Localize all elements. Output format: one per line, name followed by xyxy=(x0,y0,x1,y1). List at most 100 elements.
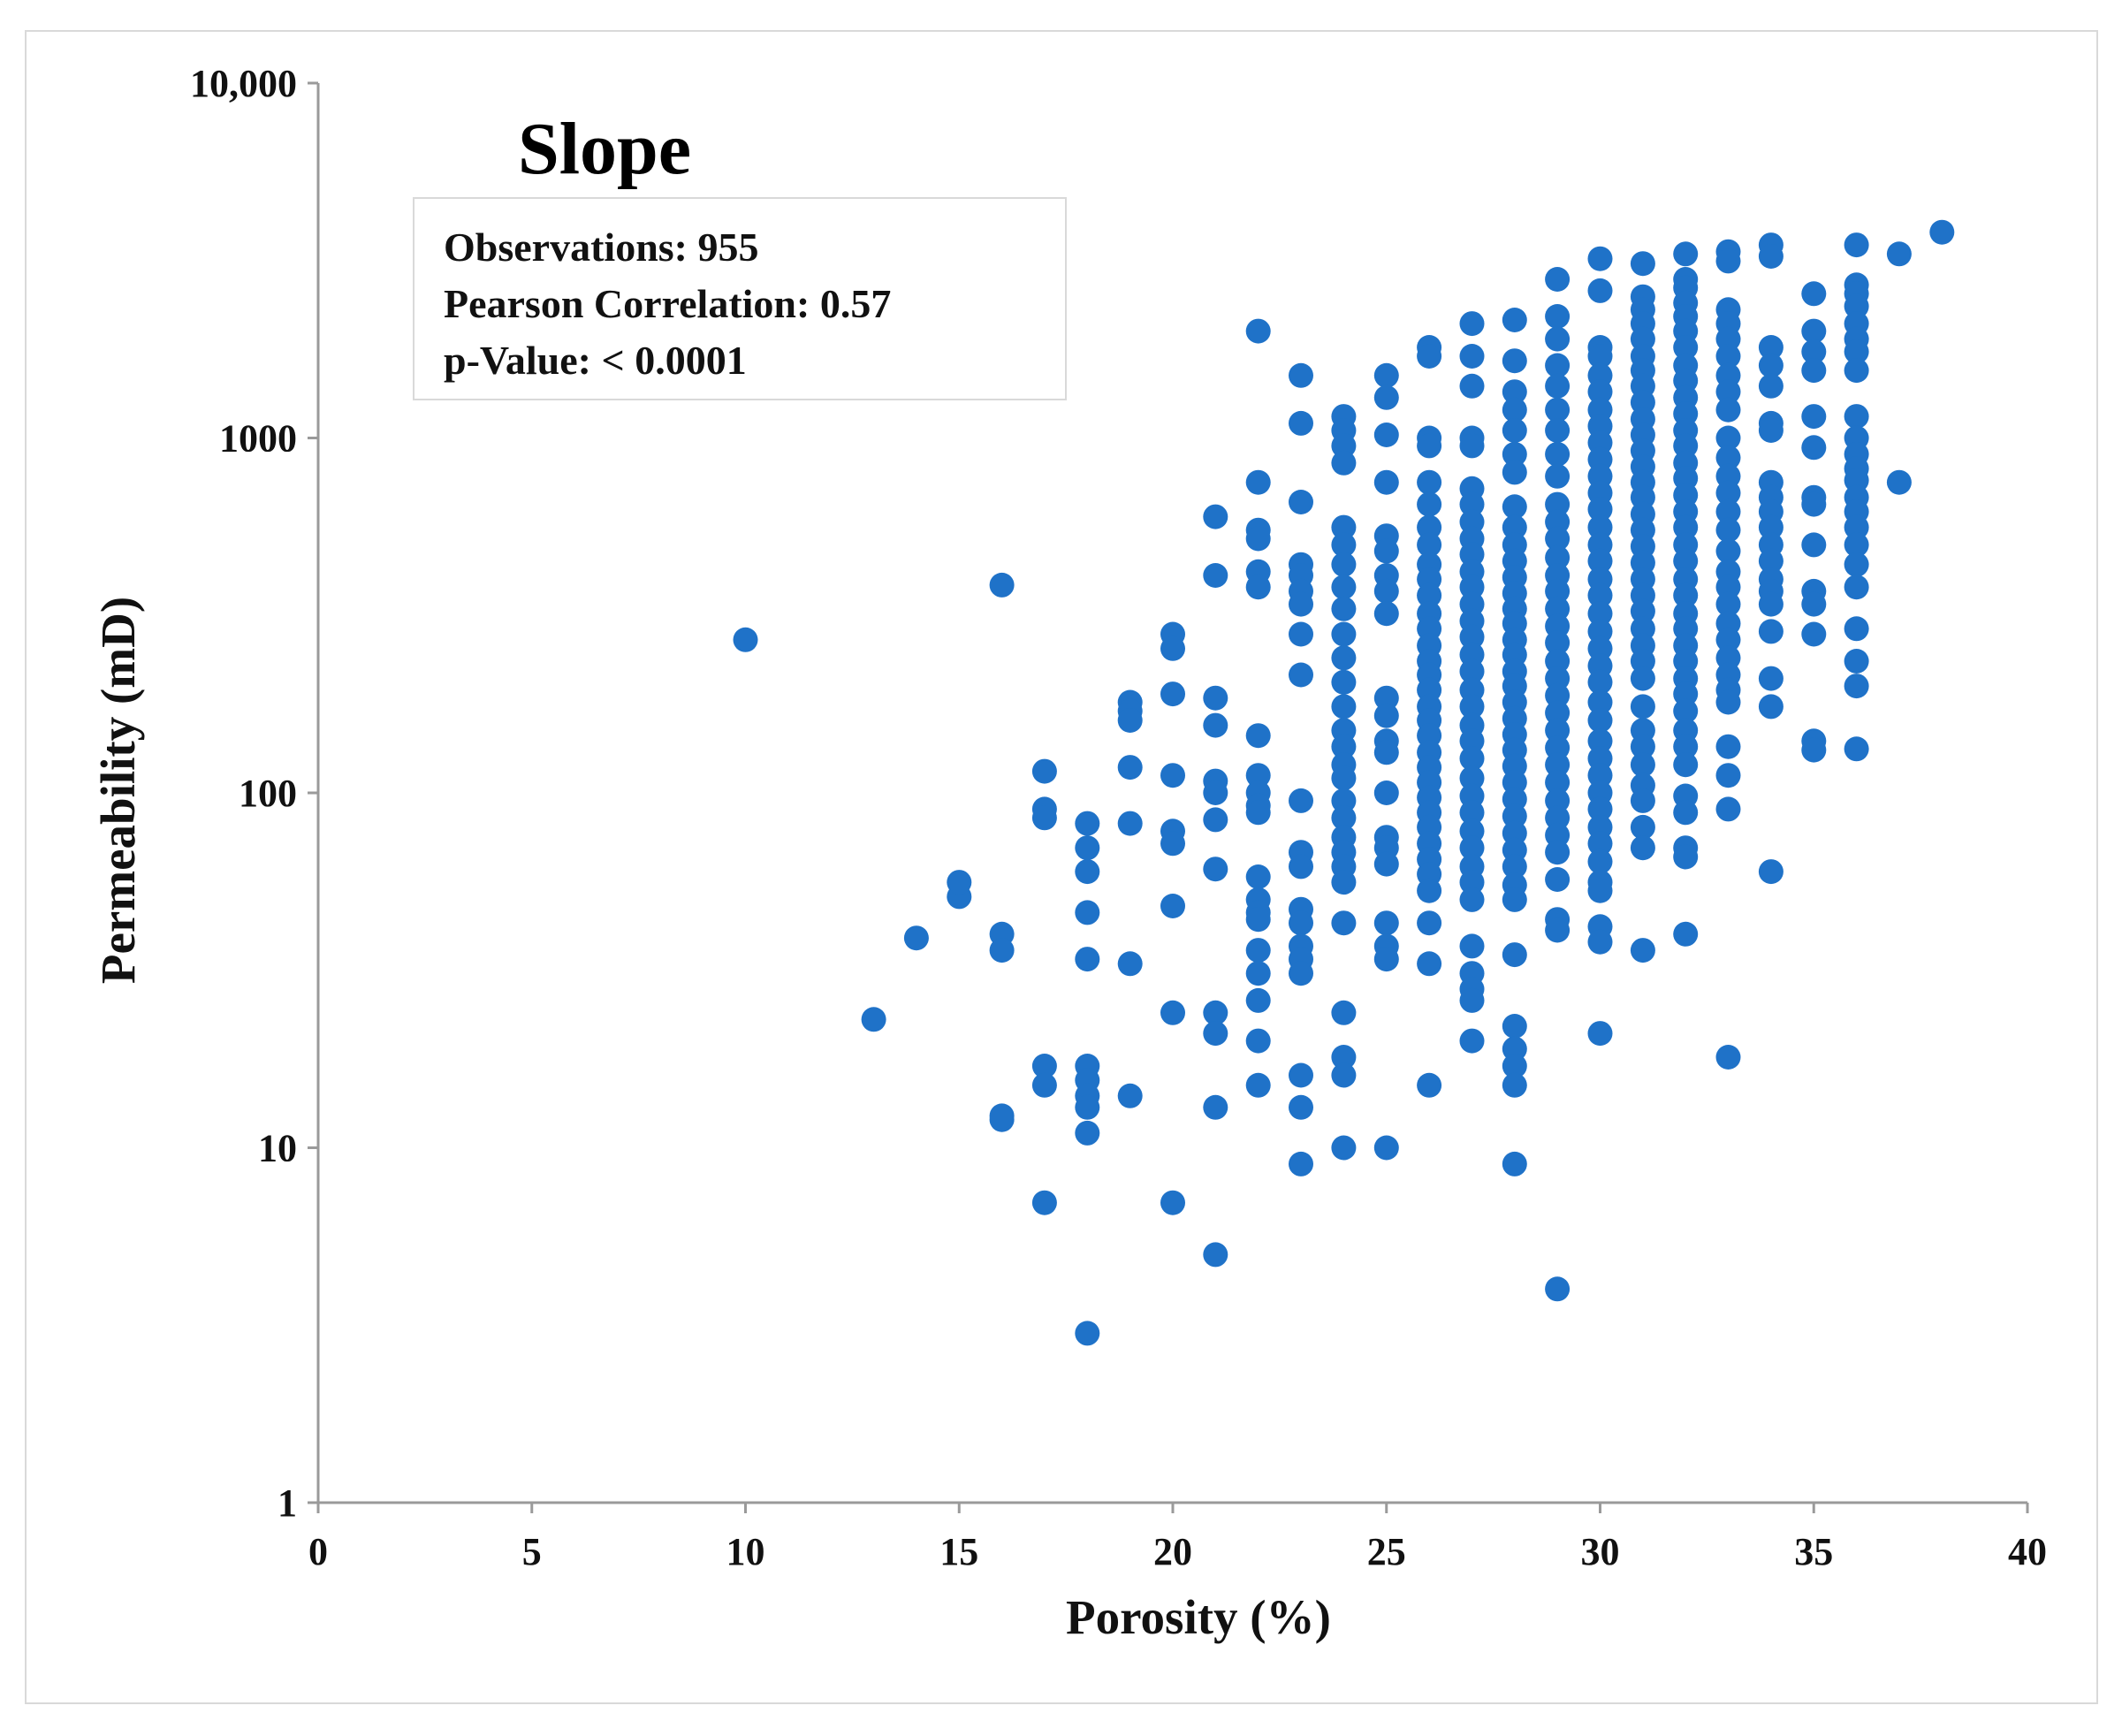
data-point xyxy=(1459,542,1485,567)
data-point xyxy=(1203,780,1228,805)
data-point xyxy=(1289,621,1313,647)
data-point xyxy=(1373,780,1399,805)
data-point xyxy=(1373,703,1399,728)
data-point xyxy=(1459,933,1485,959)
data-point xyxy=(1673,921,1699,947)
data-point xyxy=(1587,929,1613,955)
data-point xyxy=(1844,674,1869,699)
data-point xyxy=(1545,752,1571,778)
data-point xyxy=(1373,385,1399,410)
data-point xyxy=(1245,469,1271,495)
data-point xyxy=(1245,1072,1271,1098)
data-point xyxy=(1459,746,1485,772)
y-axis-title: Permeability (mD) xyxy=(91,597,145,984)
data-point xyxy=(1331,734,1357,759)
data-point xyxy=(1373,423,1399,447)
data-point xyxy=(1673,698,1699,724)
data-point xyxy=(1545,867,1571,892)
data-point xyxy=(1459,835,1485,861)
data-point xyxy=(1031,805,1057,831)
data-point xyxy=(1373,851,1399,877)
data-point xyxy=(1587,831,1613,857)
data-point xyxy=(1031,758,1057,784)
data-point xyxy=(1886,241,1912,267)
data-point xyxy=(1545,304,1571,329)
data-point xyxy=(1715,763,1741,788)
data-points xyxy=(733,219,1955,1346)
ticks: 1 10 100 1000 10,000 0 5 10 15 20 25 30 35 40 xyxy=(190,62,2047,1573)
data-point xyxy=(1331,645,1357,671)
data-point xyxy=(1587,278,1613,303)
data-point xyxy=(1245,938,1271,963)
data-point xyxy=(1844,616,1869,642)
data-point xyxy=(1245,1028,1271,1054)
data-point xyxy=(1587,689,1613,715)
data-point xyxy=(1160,763,1185,788)
data-point xyxy=(1715,326,1741,352)
data-point xyxy=(1373,740,1399,765)
data-point xyxy=(1331,450,1357,476)
x-axis-title: Porosity (%) xyxy=(1066,1590,1331,1644)
stats-p-value: p-Value: < 0.0001 xyxy=(444,338,747,383)
data-point xyxy=(1160,1190,1185,1215)
data-point xyxy=(1289,788,1313,813)
data-point xyxy=(1587,728,1613,754)
data-point xyxy=(1459,373,1485,399)
data-point xyxy=(1801,491,1827,517)
data-point xyxy=(1117,755,1143,780)
data-point xyxy=(1587,344,1613,369)
data-point xyxy=(1417,582,1442,608)
data-point xyxy=(1331,669,1357,695)
y-tick-label: 100 xyxy=(239,772,297,815)
data-point xyxy=(1587,548,1613,574)
data-point xyxy=(1587,497,1613,522)
data-point xyxy=(1075,859,1100,885)
data-point xyxy=(1373,910,1399,936)
data-point xyxy=(1673,514,1699,540)
data-point xyxy=(1289,410,1313,436)
data-point xyxy=(1758,548,1784,574)
data-point xyxy=(1844,339,1869,364)
data-point xyxy=(1203,712,1228,738)
data-point xyxy=(1245,526,1271,552)
data-point xyxy=(1245,723,1271,749)
stats-observations: Observations: 955 xyxy=(444,225,759,270)
data-point xyxy=(1331,870,1357,895)
data-point xyxy=(1459,491,1485,517)
data-point xyxy=(1075,1094,1100,1120)
data-point xyxy=(1758,353,1784,378)
data-point xyxy=(1673,241,1699,267)
data-point xyxy=(1203,807,1228,833)
data-point xyxy=(1886,469,1912,495)
data-point xyxy=(1203,685,1228,711)
x-tick-label: 5 xyxy=(522,1530,542,1573)
data-point xyxy=(1630,251,1655,277)
data-point xyxy=(1459,575,1485,600)
x-tick-label: 20 xyxy=(1153,1530,1192,1573)
data-point xyxy=(1587,669,1613,695)
data-point xyxy=(1630,666,1655,691)
data-point xyxy=(1587,582,1613,608)
data-point xyxy=(1715,397,1741,423)
data-point xyxy=(1844,232,1869,258)
data-point xyxy=(1160,894,1185,918)
data-point xyxy=(1289,362,1313,388)
data-point xyxy=(1245,763,1271,788)
data-point xyxy=(1245,575,1271,600)
data-point xyxy=(1417,344,1442,369)
data-point xyxy=(1203,1242,1228,1268)
data-point xyxy=(1673,582,1699,608)
data-point xyxy=(1459,433,1485,459)
data-point xyxy=(1331,805,1357,831)
data-point xyxy=(1715,734,1741,759)
data-point xyxy=(1331,1000,1357,1025)
data-point xyxy=(1715,499,1741,524)
data-point xyxy=(1801,621,1827,647)
data-point xyxy=(1160,636,1185,661)
data-point xyxy=(1587,878,1613,903)
data-point xyxy=(1502,494,1527,520)
data-point xyxy=(1545,805,1571,831)
x-tick-label: 30 xyxy=(1581,1530,1620,1573)
x-tick-label: 10 xyxy=(726,1530,765,1573)
data-point xyxy=(1801,318,1827,344)
